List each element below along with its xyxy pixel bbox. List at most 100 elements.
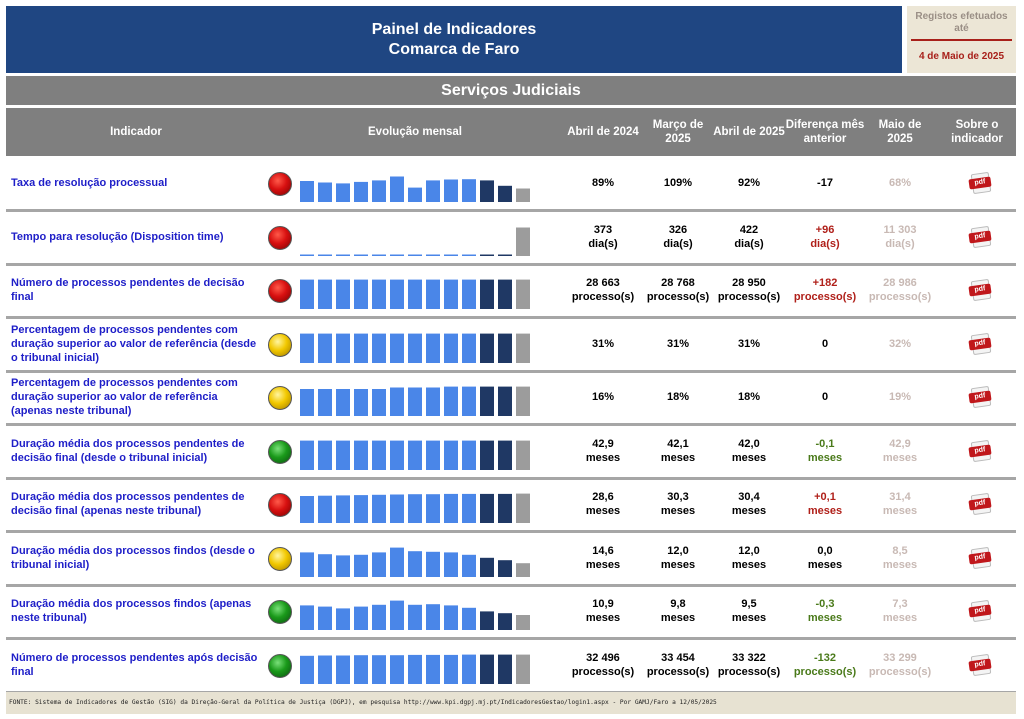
value-marco-2025: 31% — [666, 338, 690, 350]
pdf-icon[interactable]: pdf — [968, 332, 993, 356]
table-row: Tempo para resolução (Disposition time) 3… — [6, 211, 1016, 263]
status-light-yellow — [268, 547, 292, 571]
value-diferenca: -132 processo(s) — [793, 652, 857, 678]
indicator-name-link[interactable]: Número de processos pendentes de decisão… — [11, 277, 245, 303]
monthly-evolution-chart — [300, 654, 530, 684]
chart-bar — [336, 333, 350, 363]
value-maio-2025: 42,9 meses — [882, 438, 918, 464]
pdf-icon[interactable]: pdf — [968, 599, 993, 623]
chart-bar — [372, 279, 386, 309]
chart-bar — [390, 333, 404, 363]
pdf-icon[interactable]: pdf — [968, 171, 993, 195]
chart-bar — [318, 389, 332, 416]
chart-bar — [516, 440, 530, 470]
status-light-red — [268, 226, 292, 250]
indicator-name-link[interactable]: Número de processos pendentes após decis… — [11, 652, 258, 678]
status-light-green — [268, 440, 292, 464]
status-light-yellow — [268, 333, 292, 357]
table-row: Percentagem de processos pendentes com d… — [6, 371, 1016, 423]
chart-bar — [444, 552, 458, 577]
chart-bar — [354, 279, 368, 309]
monthly-evolution-chart — [300, 333, 530, 363]
chart-bar — [354, 495, 368, 523]
indicator-name-link[interactable]: Duração média dos processos pendentes de… — [11, 491, 245, 517]
value-marco-2025: 109% — [663, 177, 693, 189]
chart-bar — [372, 604, 386, 630]
chart-bar — [462, 333, 476, 363]
row-divider — [6, 530, 1016, 533]
value-abril-2025: 422 dia(s) — [734, 224, 764, 250]
chart-bar — [372, 440, 386, 470]
chart-bar — [354, 389, 368, 416]
indicator-name-link[interactable]: Taxa de resolução processual — [11, 177, 168, 189]
monthly-evolution-chart — [300, 493, 530, 523]
value-diferenca: 0 — [821, 391, 829, 403]
chart-bar — [318, 606, 332, 630]
chart-bar — [318, 279, 332, 309]
section-title: Serviços Judiciais — [6, 76, 1016, 105]
status-light-green — [268, 600, 292, 624]
monthly-evolution-chart — [300, 547, 530, 577]
chart-bar — [516, 563, 530, 577]
chart-bar — [336, 254, 350, 256]
chart-bar — [498, 654, 512, 684]
indicator-name-link[interactable]: Duração média dos processos pendentes de… — [11, 438, 245, 464]
row-divider — [6, 584, 1016, 587]
pdf-icon[interactable]: pdf — [968, 278, 993, 302]
chart-bar — [408, 187, 422, 202]
chart-bar — [516, 493, 530, 523]
value-diferenca: 0,0 meses — [807, 545, 843, 571]
monthly-evolution-chart — [300, 600, 530, 630]
col-marco-2025: Março de 2025 — [652, 119, 704, 145]
indicator-name-link[interactable]: Percentagem de processos pendentes com d… — [11, 324, 257, 364]
pdf-icon[interactable]: pdf — [968, 653, 993, 677]
pdf-icon[interactable]: pdf — [968, 225, 993, 249]
table-row: Número de processos pendentes de decisão… — [6, 264, 1016, 316]
pdf-icon[interactable]: pdf — [968, 546, 993, 570]
row-divider — [6, 477, 1016, 480]
chart-bar — [462, 607, 476, 630]
pdf-icon[interactable]: pdf — [968, 439, 993, 463]
chart-bar — [300, 333, 314, 363]
chart-bar — [444, 179, 458, 202]
monthly-evolution-chart — [300, 176, 530, 202]
chart-bar — [480, 654, 494, 684]
column-header-row: Indicador Evolução mensal Abril de 2024 … — [6, 108, 1016, 156]
chart-bar — [480, 493, 494, 523]
chart-bar — [462, 254, 476, 256]
chart-bar — [318, 655, 332, 684]
indicator-name-link[interactable]: Percentagem de processos pendentes com d… — [11, 377, 238, 417]
chart-bar — [300, 552, 314, 577]
pdf-icon[interactable]: pdf — [968, 492, 993, 516]
chart-bar — [426, 440, 440, 470]
chart-bar — [498, 185, 512, 202]
indicator-name-link[interactable]: Tempo para resolução (Disposition time) — [11, 231, 224, 243]
chart-bar — [372, 655, 386, 684]
chart-bar — [498, 560, 512, 577]
value-maio-2025: 8,5 meses — [882, 545, 918, 571]
chart-bar — [390, 176, 404, 202]
chart-bar — [444, 440, 458, 470]
chart-bar — [516, 188, 530, 202]
pdf-icon[interactable]: pdf — [968, 385, 993, 409]
chart-bar — [372, 494, 386, 523]
value-marco-2025: 12,0 meses — [660, 545, 696, 571]
chart-bar — [480, 180, 494, 202]
value-abril-2024: 373 dia(s) — [588, 224, 618, 250]
chart-bar — [426, 494, 440, 523]
chart-bar — [300, 440, 314, 470]
chart-bar — [318, 554, 332, 577]
chart-bar — [426, 254, 440, 256]
status-light-red — [268, 493, 292, 517]
dashboard-subtitle: Comarca de Faro — [388, 40, 520, 58]
table-row: Duração média dos processos pendentes de… — [6, 425, 1016, 477]
chart-bar — [498, 613, 512, 630]
indicator-name-link[interactable]: Duração média dos processos findos (apen… — [11, 598, 252, 624]
chart-bar — [372, 552, 386, 577]
chart-bar — [336, 608, 350, 630]
chart-bar — [444, 386, 458, 416]
indicator-name-link[interactable]: Duração média dos processos findos (desd… — [11, 545, 255, 571]
chart-bar — [462, 440, 476, 470]
chart-bar — [426, 604, 440, 630]
